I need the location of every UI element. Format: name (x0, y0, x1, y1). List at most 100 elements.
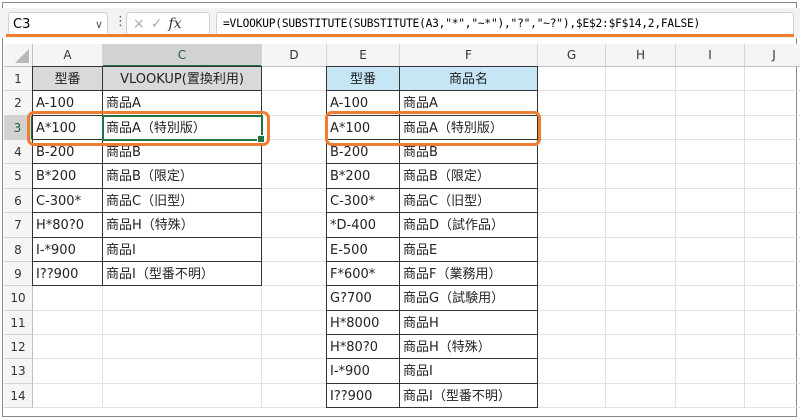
left-table-cell[interactable]: C-300* (32, 187, 103, 214)
cell[interactable] (745, 116, 800, 141)
cell[interactable] (676, 213, 745, 238)
cell[interactable] (103, 359, 262, 384)
cell[interactable] (262, 334, 327, 360)
column-header-G[interactable]: G (538, 44, 606, 67)
cell[interactable] (676, 188, 745, 214)
formula-input[interactable]: =VLOOKUP(SUBSTITUTE(SUBSTITUTE(A3,"*","~… (216, 12, 794, 36)
enter-icon[interactable]: ✓ (150, 16, 169, 32)
column-header-A[interactable]: A (33, 44, 103, 67)
column-header-J[interactable]: J (745, 44, 800, 67)
row-header-12[interactable]: 12 (4, 334, 33, 360)
cell[interactable] (538, 164, 606, 189)
cell[interactable] (745, 311, 800, 335)
column-header-F[interactable]: F (400, 44, 538, 67)
right-table-cell[interactable]: 商品B（限定） (399, 163, 538, 189)
right-header-cell[interactable]: 型番 (326, 66, 400, 92)
cell[interactable] (676, 91, 745, 116)
cell[interactable] (538, 115, 606, 141)
left-table-cell[interactable]: B*200 (32, 163, 103, 189)
left-table-cell[interactable]: 商品H（特殊） (102, 212, 262, 238)
cell[interactable] (745, 262, 800, 287)
cell[interactable] (262, 140, 327, 165)
cell[interactable] (676, 334, 745, 360)
right-table-cell[interactable]: 商品E (399, 236, 538, 262)
right-table-cell[interactable]: 商品G（試験用） (399, 285, 538, 311)
row-header-13[interactable]: 13 (4, 359, 33, 384)
cell[interactable] (606, 310, 676, 335)
cell[interactable] (676, 261, 745, 287)
left-header-cell[interactable]: VLOOKUP(置換利用) (102, 66, 262, 92)
cell[interactable] (745, 189, 800, 214)
cell[interactable] (33, 286, 103, 311)
cell[interactable] (262, 115, 327, 141)
cell[interactable] (262, 359, 327, 384)
cell[interactable] (103, 286, 262, 311)
right-table-cell[interactable]: *D-400 (326, 212, 400, 238)
right-table-cell[interactable]: F*600* (326, 260, 400, 287)
cell[interactable] (538, 334, 606, 360)
cancel-icon[interactable]: × (133, 16, 151, 32)
column-header-C[interactable]: C (103, 44, 262, 67)
cell[interactable] (676, 237, 745, 262)
cell[interactable] (538, 140, 606, 165)
right-table-cell[interactable]: B*200 (326, 163, 400, 189)
cell[interactable] (676, 286, 745, 311)
cell[interactable] (606, 213, 676, 238)
cell[interactable] (538, 286, 606, 311)
left-table-cell[interactable]: I??900 (32, 260, 103, 287)
cell[interactable] (606, 334, 676, 360)
left-table-cell[interactable]: 商品B（限定） (102, 163, 262, 189)
row-header-1[interactable]: 1 (4, 67, 33, 92)
cell[interactable] (262, 261, 327, 287)
row-header-7[interactable]: 7 (4, 213, 33, 238)
name-box[interactable]: C3 ∨ (8, 12, 108, 36)
cell[interactable] (262, 310, 327, 335)
right-table-cell[interactable]: 商品I（型番不明） (399, 382, 538, 409)
cell[interactable] (538, 213, 606, 238)
cell[interactable] (262, 91, 327, 116)
cell[interactable] (538, 67, 606, 92)
cell[interactable] (262, 383, 327, 409)
cell[interactable] (33, 310, 103, 335)
cell[interactable] (262, 237, 327, 262)
column-header-E[interactable]: E (327, 44, 400, 67)
chevron-down-icon[interactable]: ∨ (94, 18, 103, 31)
right-table-cell[interactable]: 商品I (399, 358, 538, 384)
cell[interactable] (606, 237, 676, 262)
left-table-cell[interactable]: 商品I（型番不明） (102, 260, 262, 287)
row-header-5[interactable]: 5 (4, 164, 33, 189)
cell[interactable] (606, 115, 676, 141)
cell[interactable] (676, 140, 745, 165)
right-table-cell[interactable]: E-500 (326, 236, 400, 262)
cell[interactable] (262, 286, 327, 311)
right-table-cell[interactable]: 商品H（特殊） (399, 333, 538, 360)
cell[interactable] (676, 359, 745, 384)
right-table-cell[interactable]: 商品C（旧型） (399, 187, 538, 214)
cell[interactable] (676, 67, 745, 92)
cell[interactable] (606, 359, 676, 384)
cell[interactable] (606, 67, 676, 92)
cell[interactable] (606, 188, 676, 214)
left-header-cell[interactable]: 型番 (32, 66, 103, 92)
cell[interactable] (262, 164, 327, 189)
cell[interactable] (745, 67, 800, 92)
cell[interactable] (676, 115, 745, 141)
cell[interactable] (538, 91, 606, 116)
more-icon[interactable]: ⋮ (114, 14, 127, 29)
cell[interactable] (745, 140, 800, 165)
right-table-cell[interactable]: 商品H (399, 309, 538, 335)
cell[interactable] (676, 164, 745, 189)
cell[interactable] (606, 91, 676, 116)
cell[interactable] (745, 359, 800, 384)
cell[interactable] (676, 383, 745, 409)
row-header-8[interactable]: 8 (4, 237, 33, 262)
column-header-I[interactable]: I (676, 44, 745, 67)
right-table-cell[interactable]: 商品D（試作品） (399, 212, 538, 238)
cell[interactable] (33, 359, 103, 384)
row-header-10[interactable]: 10 (4, 286, 33, 311)
cell[interactable] (745, 286, 800, 311)
cell[interactable] (538, 237, 606, 262)
left-table-cell[interactable]: I-*900 (32, 236, 103, 262)
column-header-H[interactable]: H (606, 44, 676, 67)
left-table-cell[interactable]: H*80?0 (32, 212, 103, 238)
